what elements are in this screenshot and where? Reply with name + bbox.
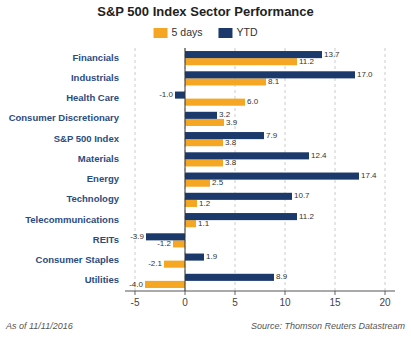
data-label: 17.4: [361, 171, 377, 180]
legend-swatch: [218, 28, 232, 38]
grid-line: [385, 48, 386, 291]
tick-mark: [385, 291, 386, 295]
data-label: 3.8: [225, 138, 237, 147]
category-label: Financials: [73, 52, 119, 63]
tick-mark: [135, 291, 136, 295]
bar: [173, 240, 185, 247]
data-label: 1.9: [206, 252, 218, 261]
bar: [185, 180, 210, 187]
bar: [164, 261, 185, 268]
data-label: 11.2: [299, 57, 315, 66]
data-labels: 11.28.16.03.93.83.82.51.21.1-1.2-2.1-4.0…: [129, 50, 377, 289]
tick-mark: [335, 291, 336, 295]
bar: [185, 58, 297, 65]
data-label: 2.5: [212, 178, 224, 187]
data-label: 13.7: [324, 50, 340, 59]
tick-mark: [185, 291, 186, 295]
tick-label: 20: [379, 297, 391, 308]
bars: [145, 51, 359, 288]
legend: 5 days YTD: [154, 26, 258, 38]
category-label: Health Care: [66, 92, 119, 103]
legend-swatch: [154, 28, 168, 38]
bar: [185, 139, 223, 146]
data-label: 7.9: [266, 131, 278, 140]
data-label: -1.2: [157, 239, 171, 248]
data-label: 1.1: [198, 219, 210, 228]
legend-label: YTD: [236, 26, 257, 38]
bar: [185, 112, 217, 119]
category-label: S&P 500 Index: [54, 133, 120, 144]
legend-label: 5 days: [172, 26, 203, 38]
bar: [185, 220, 196, 227]
category-label: Materials: [78, 153, 119, 164]
bar: [145, 281, 185, 288]
data-label: 17.0: [357, 70, 373, 79]
tick-label: 10: [279, 297, 291, 308]
data-label: 3.8: [225, 158, 237, 167]
data-label: 10.7: [294, 191, 310, 200]
x-axis-line: [125, 291, 395, 292]
zero-line: [185, 48, 186, 291]
bar: [185, 200, 197, 207]
data-label: 12.4: [311, 151, 327, 160]
bar: [185, 159, 223, 166]
grid: [135, 48, 385, 291]
data-label: -1.0: [159, 90, 173, 99]
bar: [185, 99, 245, 106]
category-label: Energy: [87, 173, 120, 184]
data-label: 11.2: [299, 212, 315, 221]
category-label: Utilities: [85, 274, 119, 285]
bar: [185, 254, 204, 261]
data-label: 8.1: [268, 77, 280, 86]
data-label: -4.0: [129, 280, 143, 289]
data-label: 8.9: [276, 272, 288, 281]
bar: [185, 78, 266, 85]
category-label: Technology: [66, 193, 119, 204]
bar: [185, 119, 224, 126]
annotation: Source: Thomson Reuters Datastream: [251, 321, 406, 331]
grid-line: [185, 48, 186, 291]
category-label: Consumer Discretionary: [9, 112, 120, 123]
title: S&P 500 Index Sector Performance: [97, 4, 314, 19]
bar: [185, 152, 309, 159]
data-label: -2.1: [148, 259, 162, 268]
category-label: Telecommunications: [25, 214, 119, 225]
annotation: As of 11/11/2016: [5, 321, 73, 331]
data-label: 6.0: [247, 97, 259, 106]
data-label: -3.9: [130, 232, 144, 241]
bar: [185, 274, 274, 281]
chart: S&P 500 Index Sector Performance Financia…: [0, 0, 411, 337]
category-label: Consumer Staples: [36, 254, 119, 265]
tick-mark: [285, 291, 286, 295]
tick-label: 5: [232, 297, 238, 308]
bar: [175, 92, 185, 99]
grid-line: [335, 48, 336, 291]
data-label: 1.2: [199, 199, 211, 208]
category-label: REITs: [93, 234, 119, 245]
tick-label: -5: [131, 297, 140, 308]
tick-label: 15: [329, 297, 341, 308]
tick-mark: [235, 291, 236, 295]
data-label: 3.2: [219, 110, 231, 119]
grid-line: [285, 48, 286, 291]
tick-label: 0: [182, 297, 188, 308]
category-label: Industrials: [71, 72, 119, 83]
grid-line: [135, 48, 136, 291]
